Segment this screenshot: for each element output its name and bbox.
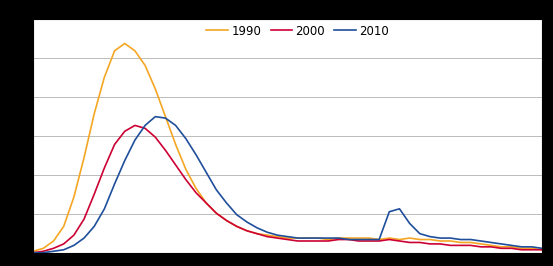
1990 [203,201,210,205]
2000 [152,136,159,139]
2000 [30,251,36,254]
1990 [152,87,159,90]
1990 [192,187,199,190]
2010 [142,124,148,127]
2000 [539,248,545,251]
Legend: 1990, 2000, 2010: 1990, 2000, 2010 [202,20,394,42]
2010 [539,247,545,250]
2000 [132,124,138,127]
2000 [203,201,210,205]
1990 [406,236,413,240]
Line: 1990: 1990 [33,43,542,251]
1990 [122,42,128,45]
2000 [192,191,199,194]
2010 [376,238,383,241]
1990 [539,248,545,251]
2010 [406,222,413,225]
2000 [406,241,413,244]
1990 [30,250,36,253]
2010 [30,251,36,254]
1990 [376,238,383,241]
2010 [192,153,199,156]
1990 [529,247,535,250]
2000 [376,239,383,243]
2000 [529,248,535,251]
Line: 2010: 2010 [33,117,542,253]
2010 [152,115,159,118]
2010 [203,171,210,174]
2010 [529,245,535,248]
Line: 2000: 2000 [33,125,542,253]
